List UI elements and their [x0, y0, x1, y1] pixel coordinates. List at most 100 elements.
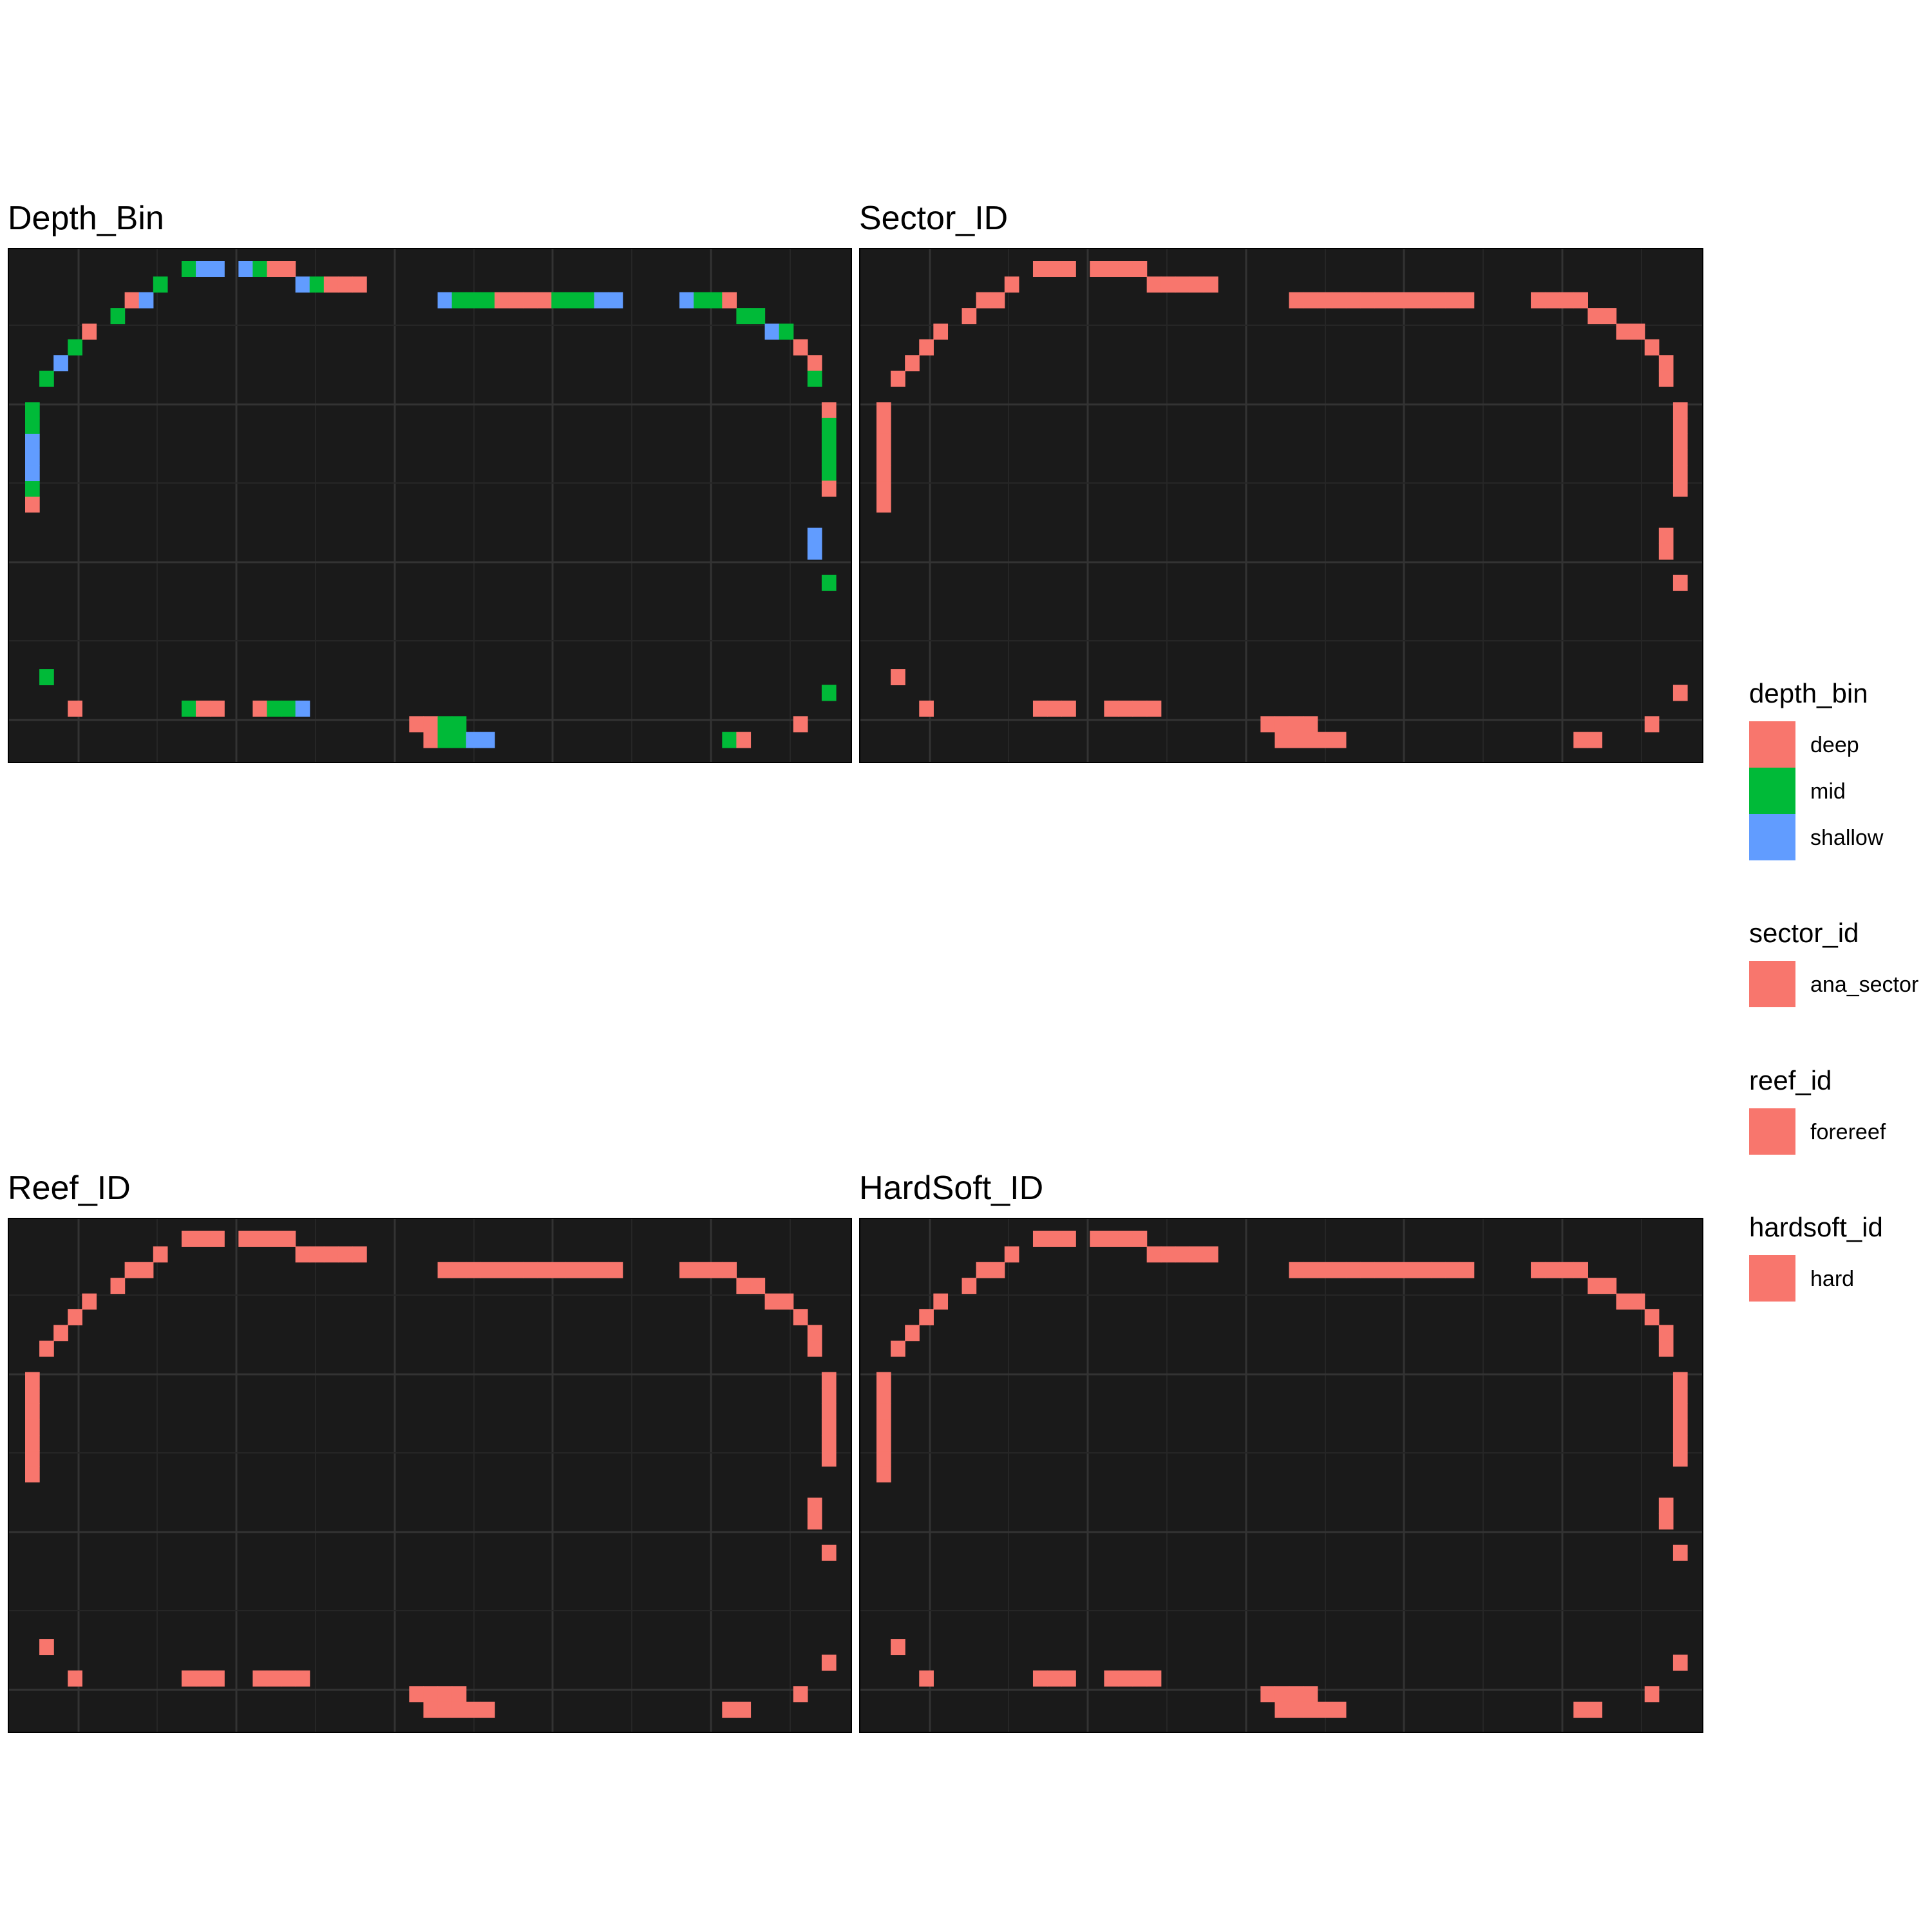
heatmap-tile	[1374, 292, 1389, 308]
heatmap-tile	[1146, 1246, 1162, 1263]
panel-title: Sector_ID	[859, 200, 1008, 237]
heatmap-tile	[1047, 1670, 1062, 1687]
heatmap-tile	[821, 1450, 837, 1467]
heatmap-tile	[708, 1262, 723, 1278]
heatmap-tile	[39, 370, 54, 387]
heatmap-tile	[210, 261, 225, 277]
heatmap-tile	[196, 1231, 211, 1247]
heatmap-tile	[25, 1419, 40, 1435]
heatmap-tile	[1004, 276, 1019, 293]
heatmap-tile	[919, 339, 934, 355]
legend-key-hard	[1749, 1255, 1795, 1302]
heatmap-tile	[608, 292, 623, 308]
heatmap-tile	[1032, 700, 1048, 717]
heatmap-tile	[82, 323, 97, 340]
heatmap-tile	[807, 1513, 822, 1530]
heatmap-tile	[466, 1701, 481, 1718]
heatmap-tile	[1658, 1497, 1674, 1514]
heatmap-tile	[196, 261, 211, 277]
heatmap-tile	[1559, 1262, 1574, 1278]
heatmap-tile	[1431, 292, 1446, 308]
heatmap-tile	[722, 292, 737, 308]
heatmap-tile	[238, 261, 254, 277]
heatmap-tile	[1274, 716, 1290, 733]
heatmap-tile	[25, 449, 40, 466]
heatmap-tile	[1403, 292, 1417, 308]
heatmap-tile	[1189, 1246, 1204, 1263]
heatmap-tile	[876, 1403, 891, 1420]
heatmap-tile	[565, 292, 581, 308]
heatmap-tile	[451, 1262, 467, 1278]
heatmap-tile	[821, 1387, 837, 1404]
heatmap-tile	[451, 1701, 467, 1718]
heatmap-tile	[821, 1372, 837, 1388]
heatmap-tile	[281, 1670, 296, 1687]
heatmap-tile	[1672, 417, 1688, 434]
heatmap-tile	[990, 292, 1005, 308]
heatmap-tile	[1274, 732, 1290, 748]
heatmap-tile	[1146, 276, 1162, 293]
heatmap-tile	[1573, 1701, 1588, 1718]
heatmap-tile	[1104, 261, 1119, 277]
heatmap-tile	[281, 261, 296, 277]
heatmap-tile	[876, 449, 891, 466]
heatmap-tile	[181, 1231, 196, 1247]
heatmap-tile	[1146, 700, 1162, 717]
heatmap-tile	[1672, 1544, 1688, 1561]
panel-sector-id: Sector_ID	[859, 200, 1703, 763]
heatmap-tile	[891, 370, 905, 387]
heatmap-tile	[1658, 527, 1674, 544]
heatmap-tile	[1616, 323, 1631, 340]
heatmap-tile	[1331, 1262, 1347, 1278]
heatmap-tile	[267, 1670, 282, 1687]
heatmap-tile	[1672, 1372, 1688, 1388]
heatmap-tile	[281, 1231, 296, 1247]
heatmap-tile	[39, 1639, 54, 1656]
heatmap-tile	[1602, 308, 1617, 325]
heatmap-tile	[1303, 1701, 1318, 1718]
heatmap-tile	[508, 1262, 524, 1278]
heatmap-tile	[821, 402, 837, 419]
legend-key-forereef	[1749, 1108, 1795, 1155]
heatmap-tile	[876, 480, 891, 497]
heatmap-tile	[466, 1262, 481, 1278]
heatmap-tile	[451, 716, 467, 733]
heatmap-tile	[876, 465, 891, 482]
heatmap-tile	[1417, 292, 1432, 308]
heatmap-tile	[919, 1670, 934, 1687]
heatmap-tile	[807, 1497, 822, 1514]
heatmap-tile	[1289, 1262, 1304, 1278]
heatmap-tile	[25, 1450, 40, 1467]
heatmap-tile	[1331, 732, 1347, 748]
heatmap-tile	[124, 1262, 140, 1278]
heatmap-tile	[1630, 323, 1645, 340]
heatmap-tile	[1672, 449, 1688, 466]
heatmap-tile	[1359, 292, 1375, 308]
heatmap-tile	[451, 732, 467, 748]
heatmap-tile	[551, 1262, 566, 1278]
heatmap-tile	[1047, 1231, 1062, 1247]
heatmap-tile	[153, 1246, 168, 1263]
heatmap-tile	[1403, 1262, 1417, 1278]
heatmap-tile	[1587, 308, 1603, 325]
heatmap-tile	[295, 276, 310, 293]
heatmap-tile	[1331, 1701, 1347, 1718]
heatmap-tile	[1274, 1686, 1290, 1703]
heatmap-tile	[25, 417, 40, 434]
heatmap-tile	[608, 1262, 623, 1278]
heatmap-tile	[876, 1372, 891, 1388]
heatmap-tile	[1175, 1246, 1190, 1263]
heatmap-tile	[821, 433, 837, 450]
heatmap-tile	[1559, 292, 1574, 308]
heatmap-tile	[1672, 465, 1688, 482]
heatmap-tile	[1573, 292, 1588, 308]
heatmap-tile	[1204, 276, 1218, 293]
heatmap-tile	[1672, 1387, 1688, 1404]
heatmap-tile	[990, 1262, 1005, 1278]
heatmap-tile	[1289, 1686, 1304, 1703]
heatmap-tile	[1445, 1262, 1461, 1278]
heatmap-tile	[722, 732, 737, 748]
heatmap-tile	[1061, 1231, 1076, 1247]
heatmap-tile	[437, 1686, 453, 1703]
